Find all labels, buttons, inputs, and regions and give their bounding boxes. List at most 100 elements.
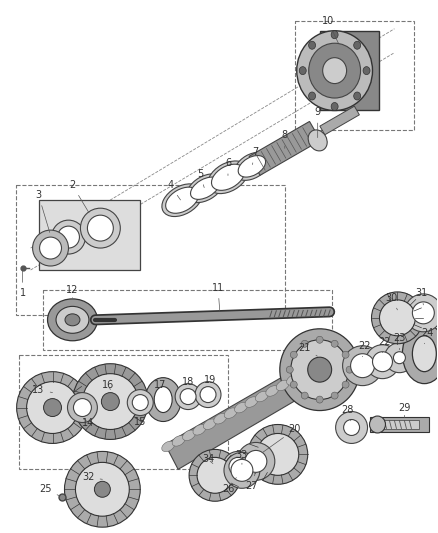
Ellipse shape — [214, 414, 226, 424]
Text: 5: 5 — [197, 169, 204, 188]
Ellipse shape — [323, 58, 346, 84]
Ellipse shape — [336, 411, 367, 443]
Ellipse shape — [175, 384, 201, 409]
Ellipse shape — [299, 67, 306, 75]
Ellipse shape — [354, 92, 360, 100]
Polygon shape — [370, 416, 429, 432]
Ellipse shape — [342, 381, 349, 388]
Text: 24: 24 — [421, 328, 434, 344]
Ellipse shape — [48, 299, 97, 341]
Text: 11: 11 — [212, 283, 224, 311]
Ellipse shape — [172, 435, 185, 446]
Text: 1: 1 — [20, 271, 26, 298]
Ellipse shape — [297, 369, 310, 379]
Ellipse shape — [203, 419, 216, 430]
Ellipse shape — [316, 336, 323, 343]
Text: 26: 26 — [222, 478, 237, 494]
Ellipse shape — [379, 300, 415, 336]
Ellipse shape — [290, 381, 297, 388]
Text: 25: 25 — [39, 484, 60, 496]
Text: 29: 29 — [398, 402, 410, 417]
Text: 22: 22 — [378, 337, 391, 353]
Text: 34: 34 — [202, 455, 214, 464]
Polygon shape — [249, 122, 321, 175]
Ellipse shape — [307, 364, 320, 374]
Ellipse shape — [245, 450, 267, 472]
Ellipse shape — [56, 306, 89, 333]
Ellipse shape — [286, 366, 293, 373]
Ellipse shape — [187, 174, 223, 203]
Ellipse shape — [346, 366, 353, 373]
Text: 21: 21 — [299, 343, 318, 356]
Text: 13: 13 — [32, 385, 53, 394]
Text: 33: 33 — [236, 450, 248, 464]
Ellipse shape — [193, 424, 206, 435]
Ellipse shape — [308, 357, 332, 382]
Ellipse shape — [309, 43, 360, 98]
Ellipse shape — [195, 382, 221, 408]
Ellipse shape — [132, 394, 148, 410]
Ellipse shape — [331, 392, 338, 399]
Ellipse shape — [316, 396, 323, 403]
Ellipse shape — [286, 375, 300, 385]
Ellipse shape — [413, 302, 434, 324]
Ellipse shape — [343, 419, 360, 435]
Text: 3: 3 — [35, 190, 50, 232]
Ellipse shape — [64, 451, 140, 527]
Text: 19: 19 — [204, 375, 216, 385]
Ellipse shape — [208, 161, 248, 193]
Ellipse shape — [72, 364, 148, 439]
Text: 2: 2 — [69, 180, 89, 213]
Text: 8: 8 — [282, 131, 288, 148]
Ellipse shape — [393, 352, 406, 364]
Ellipse shape — [385, 343, 414, 373]
Ellipse shape — [162, 184, 202, 216]
Ellipse shape — [301, 392, 308, 399]
Ellipse shape — [363, 67, 370, 75]
Ellipse shape — [354, 41, 360, 49]
Ellipse shape — [413, 336, 436, 372]
Ellipse shape — [43, 399, 61, 416]
Ellipse shape — [280, 329, 360, 410]
Ellipse shape — [95, 481, 110, 497]
Ellipse shape — [75, 462, 129, 516]
Text: 4: 4 — [167, 180, 180, 200]
Ellipse shape — [371, 292, 424, 344]
Ellipse shape — [301, 340, 308, 348]
Ellipse shape — [291, 340, 349, 400]
Ellipse shape — [308, 130, 327, 151]
Text: 30: 30 — [385, 293, 398, 310]
Polygon shape — [320, 31, 379, 110]
Text: 14: 14 — [82, 417, 95, 427]
Text: 32: 32 — [82, 472, 102, 482]
Ellipse shape — [224, 408, 237, 418]
Ellipse shape — [32, 230, 68, 266]
Text: 17: 17 — [154, 379, 166, 390]
Ellipse shape — [145, 378, 181, 422]
Ellipse shape — [52, 220, 85, 254]
Ellipse shape — [257, 433, 299, 475]
Text: 15: 15 — [134, 416, 146, 426]
Ellipse shape — [197, 457, 233, 493]
Ellipse shape — [231, 459, 253, 481]
Ellipse shape — [235, 402, 247, 413]
Ellipse shape — [166, 187, 198, 213]
Ellipse shape — [27, 382, 78, 433]
Ellipse shape — [366, 345, 399, 378]
Text: 10: 10 — [321, 16, 339, 43]
Ellipse shape — [331, 102, 338, 110]
Ellipse shape — [238, 156, 265, 177]
Text: 22: 22 — [358, 341, 371, 357]
Ellipse shape — [342, 351, 349, 358]
Polygon shape — [320, 106, 359, 135]
Ellipse shape — [276, 380, 289, 391]
Polygon shape — [39, 200, 140, 270]
Text: 9: 9 — [314, 108, 321, 138]
Ellipse shape — [297, 31, 372, 110]
Ellipse shape — [309, 41, 315, 49]
Ellipse shape — [223, 451, 253, 481]
Ellipse shape — [234, 152, 269, 180]
Ellipse shape — [191, 177, 219, 199]
Ellipse shape — [88, 215, 113, 241]
Ellipse shape — [403, 324, 438, 384]
